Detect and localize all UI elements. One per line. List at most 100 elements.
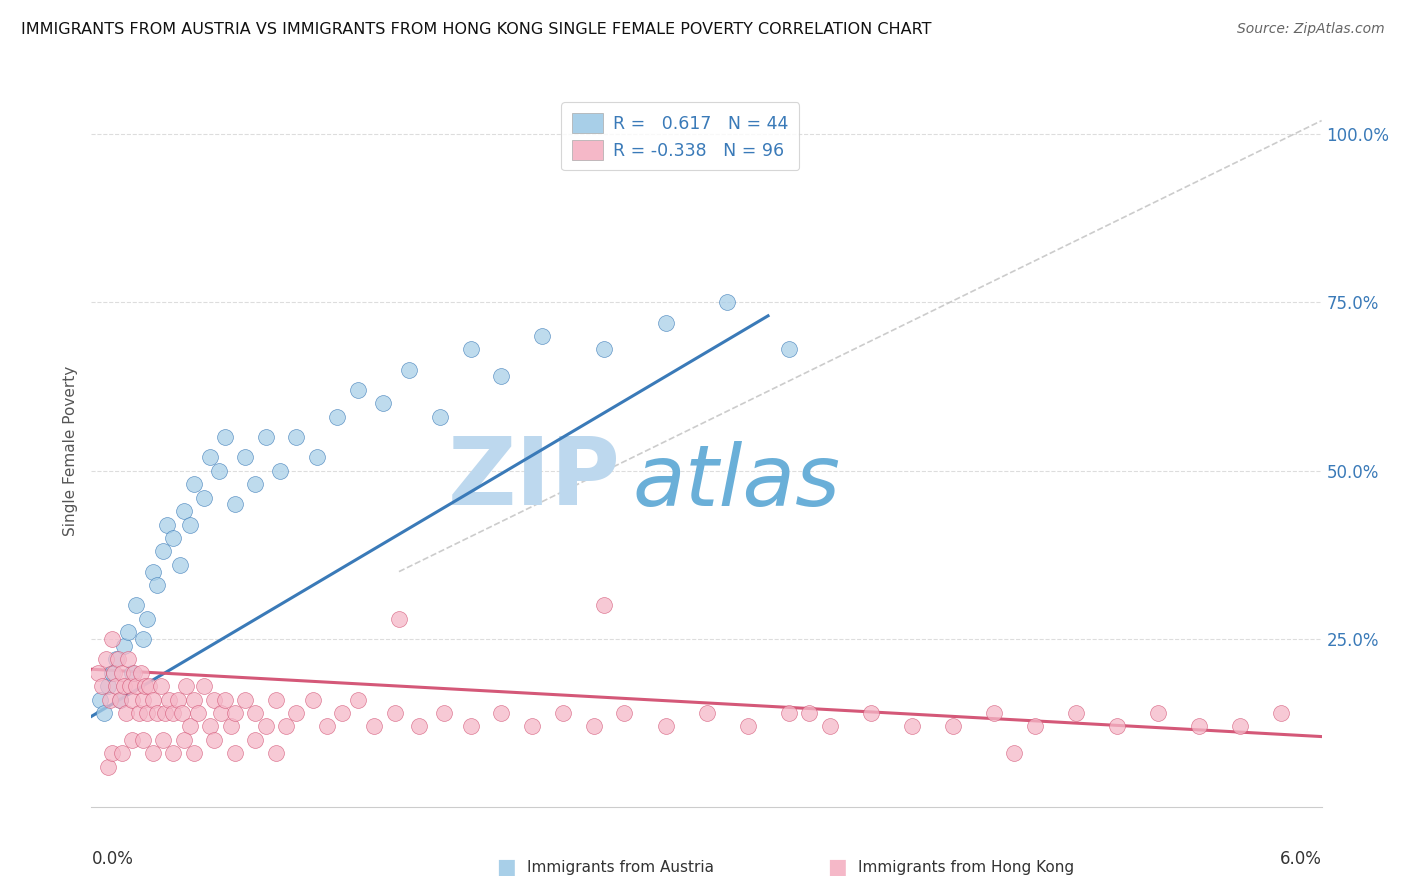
- Point: [120, 679, 142, 693]
- Point: [183, 692, 205, 706]
- Point: [98, 692, 121, 706]
- Point: [142, 692, 165, 706]
- Point: [285, 706, 308, 720]
- Point: [200, 450, 222, 465]
- Point: [117, 652, 139, 666]
- Point: [157, 692, 180, 706]
- Point: [131, 733, 153, 747]
- Point: [818, 719, 841, 733]
- Point: [264, 692, 287, 706]
- Point: [491, 369, 513, 384]
- Point: [121, 692, 143, 706]
- Point: [107, 652, 129, 666]
- Point: [142, 747, 165, 761]
- Point: [1229, 719, 1251, 733]
- Point: [1270, 706, 1292, 720]
- Point: [716, 295, 738, 310]
- Point: [112, 679, 135, 693]
- Point: [121, 665, 143, 680]
- Point: [613, 706, 636, 720]
- Point: [264, 747, 287, 761]
- Point: [1146, 706, 1168, 720]
- Point: [86, 665, 108, 680]
- Point: [983, 706, 1005, 720]
- Point: [245, 477, 267, 491]
- Point: [1187, 719, 1209, 733]
- Point: [941, 719, 963, 733]
- Point: [108, 692, 131, 706]
- Point: [89, 692, 111, 706]
- Point: [316, 719, 339, 733]
- Y-axis label: Single Female Poverty: Single Female Poverty: [63, 366, 79, 535]
- Point: [94, 652, 117, 666]
- Point: [174, 679, 197, 693]
- Legend: R =   0.617   N = 44, R = -0.338   N = 96: R = 0.617 N = 44, R = -0.338 N = 96: [561, 103, 799, 170]
- Text: ■: ■: [496, 857, 516, 877]
- Point: [214, 692, 236, 706]
- Point: [593, 343, 616, 357]
- Point: [900, 719, 922, 733]
- Point: [207, 464, 229, 478]
- Point: [101, 632, 124, 646]
- Point: [551, 706, 574, 720]
- Point: [224, 706, 246, 720]
- Text: ZIP: ZIP: [447, 433, 620, 525]
- Point: [214, 430, 236, 444]
- Point: [797, 706, 820, 720]
- Point: [103, 665, 125, 680]
- Point: [224, 747, 246, 761]
- Point: [135, 706, 157, 720]
- Point: [111, 665, 134, 680]
- Point: [134, 679, 156, 693]
- Point: [135, 612, 157, 626]
- Point: [162, 531, 184, 545]
- Point: [170, 706, 193, 720]
- Point: [398, 362, 420, 376]
- Point: [153, 706, 177, 720]
- Point: [152, 733, 174, 747]
- Point: [371, 396, 394, 410]
- Point: [301, 692, 323, 706]
- Point: [778, 343, 800, 357]
- Point: [138, 679, 160, 693]
- Point: [131, 632, 153, 646]
- Point: [384, 706, 406, 720]
- Text: Immigrants from Austria: Immigrants from Austria: [527, 860, 714, 874]
- Point: [125, 679, 148, 693]
- Point: [522, 719, 544, 733]
- Point: [593, 599, 616, 613]
- Point: [162, 747, 184, 761]
- Point: [97, 760, 120, 774]
- Text: Source: ZipAtlas.com: Source: ZipAtlas.com: [1237, 22, 1385, 37]
- Point: [582, 719, 605, 733]
- Point: [101, 665, 124, 680]
- Point: [142, 565, 165, 579]
- Point: [183, 477, 205, 491]
- Point: [219, 719, 242, 733]
- Point: [245, 706, 267, 720]
- Point: [97, 679, 120, 693]
- Point: [169, 558, 191, 572]
- Point: [202, 692, 225, 706]
- Point: [254, 719, 277, 733]
- Point: [245, 733, 267, 747]
- Point: [654, 316, 676, 330]
- Point: [108, 692, 131, 706]
- Point: [388, 612, 411, 626]
- Text: 6.0%: 6.0%: [1279, 850, 1322, 868]
- Point: [101, 747, 124, 761]
- Point: [156, 517, 179, 532]
- Point: [146, 578, 169, 592]
- Text: Immigrants from Hong Kong: Immigrants from Hong Kong: [858, 860, 1074, 874]
- Point: [173, 504, 195, 518]
- Point: [654, 719, 676, 733]
- Point: [859, 706, 882, 720]
- Text: atlas: atlas: [633, 441, 841, 524]
- Point: [347, 692, 370, 706]
- Point: [1064, 706, 1087, 720]
- Point: [363, 719, 385, 733]
- Point: [326, 409, 349, 424]
- Point: [778, 706, 800, 720]
- Point: [179, 719, 201, 733]
- Point: [187, 706, 209, 720]
